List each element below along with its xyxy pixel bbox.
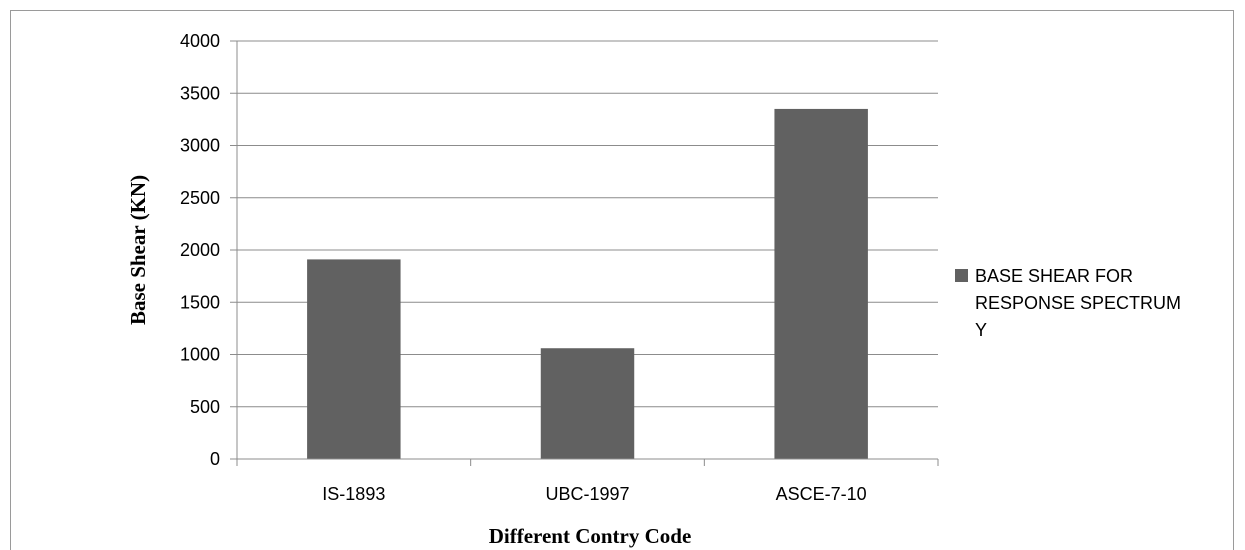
- x-axis-title: Different Contry Code: [489, 524, 692, 548]
- x-tick-label: IS-1893: [322, 484, 385, 504]
- y-axis-title: Base Shear (KN): [126, 175, 150, 325]
- y-tick-label: 1500: [180, 292, 220, 312]
- y-tick-label: 0: [210, 449, 220, 469]
- x-tick-label: ASCE-7-10: [776, 484, 867, 504]
- legend-label: BASE SHEAR FOR: [975, 266, 1133, 286]
- x-tick-labels: IS-1893 UBC-1997 ASCE-7-10: [322, 484, 866, 504]
- bar: [307, 259, 401, 459]
- bar: [540, 348, 635, 459]
- bars: [307, 108, 868, 460]
- bar: [774, 108, 868, 460]
- y-tick-label: 1000: [180, 345, 220, 365]
- y-tick-label: 2000: [180, 240, 220, 260]
- axes: [230, 40, 939, 466]
- y-tick-label: 3500: [180, 83, 220, 103]
- legend-swatch: [955, 269, 968, 282]
- y-tick-label: 4000: [180, 31, 220, 51]
- y-tick-label: 3000: [180, 136, 220, 156]
- x-tick-label: UBC-1997: [545, 484, 629, 504]
- y-tick-labels: 0 500 1000 1500 2000 2500 3000 3500 4000: [180, 31, 220, 469]
- legend: BASE SHEAR FOR RESPONSE SPECTRUM Y: [955, 266, 1181, 340]
- chart-frame: [10, 10, 1234, 550]
- y-tick-label: 500: [190, 397, 220, 417]
- legend-label: Y: [975, 320, 987, 340]
- legend-label: RESPONSE SPECTRUM: [975, 293, 1181, 313]
- y-tick-label: 2500: [180, 188, 220, 208]
